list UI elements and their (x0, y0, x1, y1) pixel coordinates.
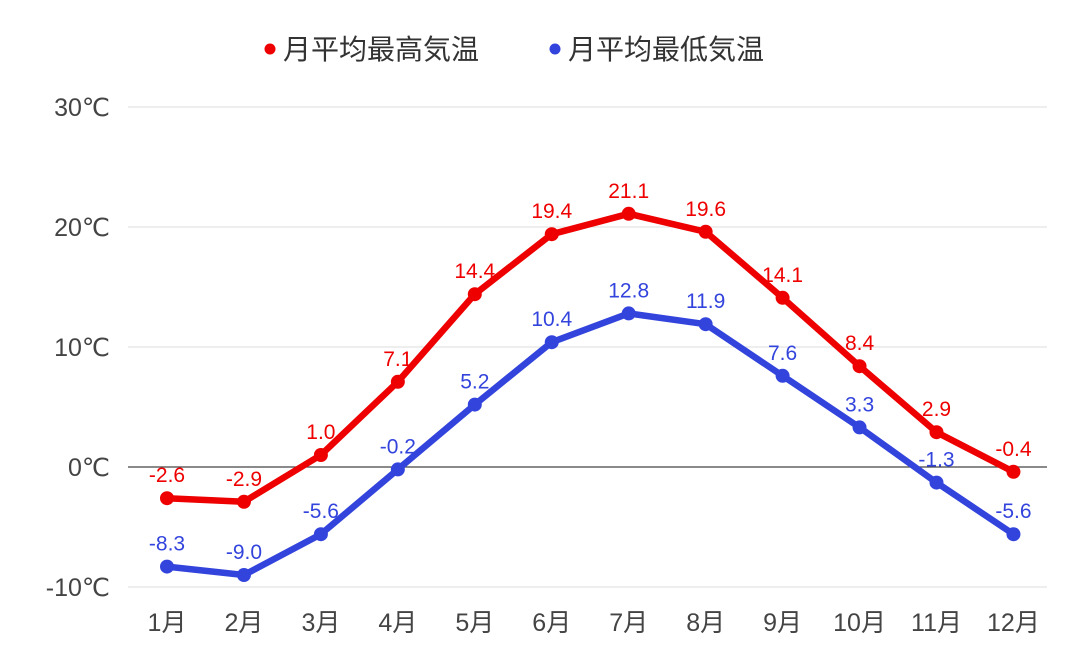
x-tick-label: 1月 (148, 609, 187, 637)
data-point-high (544, 227, 559, 242)
data-point-low (544, 335, 559, 350)
data-label-low: -9.0 (226, 541, 262, 564)
data-point-high (160, 491, 174, 506)
data-point-high (621, 206, 636, 221)
y-axis-ticks: 30℃ 20℃ 10℃ 0℃ -10℃ (46, 94, 110, 602)
x-tick-label: 11月 (911, 609, 962, 637)
x-tick-label: 7月 (609, 609, 648, 637)
data-label-high: 2.9 (922, 398, 951, 421)
y-tick-label: 20℃ (54, 214, 110, 242)
data-point-low (236, 568, 251, 582)
data-point-low (621, 306, 636, 321)
data-label-low: 10.4 (531, 308, 572, 331)
y-tick-label: 10℃ (54, 334, 110, 362)
data-point-low (1006, 527, 1021, 542)
data-label-low: -0.2 (380, 435, 416, 458)
data-label-high: 8.4 (845, 332, 875, 355)
data-point-high (852, 359, 867, 374)
chart-legend: 月平均最高気温 月平均最低気温 (264, 34, 764, 65)
data-point-high (236, 494, 251, 509)
legend-marker-low (549, 43, 561, 55)
data-label-low: -5.6 (303, 500, 339, 523)
series-line-low (163, 310, 1017, 579)
data-label-high: -0.4 (995, 438, 1032, 461)
data-point-low (390, 462, 405, 477)
x-tick-label: 3月 (301, 609, 340, 637)
y-tick-label: 0℃ (68, 454, 110, 482)
x-tick-label: 10月 (833, 609, 886, 637)
data-label-high: 19.6 (685, 198, 726, 221)
series-line-high (163, 210, 1017, 506)
data-point-low (929, 475, 944, 490)
data-label-low: -1.3 (918, 449, 954, 472)
data-label-high: 7.1 (383, 348, 412, 371)
x-tick-label: 4月 (378, 609, 417, 637)
y-tick-label: -10℃ (46, 574, 110, 602)
data-label-low: 3.3 (845, 393, 874, 416)
data-label-low: -8.3 (149, 533, 185, 556)
legend-label-high: 月平均最高気温 (283, 34, 479, 65)
data-point-high (313, 448, 328, 462)
data-point-high (698, 224, 713, 239)
legend-label-low: 月平均最低気温 (568, 34, 764, 65)
data-point-low (852, 420, 867, 435)
data-label-low: 12.8 (608, 279, 649, 302)
data-label-low: 11.9 (686, 290, 725, 313)
data-label-high: -2.6 (149, 464, 185, 487)
data-point-high (390, 374, 405, 389)
x-tick-label: 5月 (455, 609, 494, 637)
x-tick-label: 2月 (224, 609, 263, 637)
data-point-high (467, 287, 482, 302)
data-point-low (160, 559, 174, 574)
data-point-high (1006, 464, 1021, 479)
data-label-high: 14.4 (454, 260, 495, 283)
data-label-high: 21.1 (608, 180, 649, 203)
data-point-low (698, 317, 713, 332)
data-label-high: 19.4 (531, 200, 572, 223)
x-tick-label: 6月 (532, 609, 571, 637)
data-point-high (775, 290, 790, 305)
data-label-high: -2.9 (226, 468, 262, 491)
data-labels: -2.6 -2.9 1.0 7.1 14.4 19.4 21.1 19.6 14.1 8.4 2.9… (149, 180, 1032, 564)
data-label-low: 7.6 (768, 342, 797, 365)
data-point-low (313, 527, 328, 542)
data-label-high: 1.0 (306, 421, 335, 444)
series-group (160, 206, 1021, 582)
y-tick-label: 30℃ (54, 94, 110, 122)
data-point-low (775, 368, 790, 383)
data-label-low: -5.6 (995, 500, 1031, 523)
x-tick-label: 8月 (686, 609, 725, 637)
x-axis-ticks: 1月 2月 3月 4月 5月 6月 7月 8月 9月 10月 11月 12月 (148, 609, 1040, 637)
data-label-high: 14.1 (762, 264, 803, 287)
data-label-low: 5.2 (460, 371, 489, 394)
data-point-low (467, 397, 482, 412)
legend-marker-high (264, 43, 276, 55)
x-tick-label: 12月 (987, 609, 1040, 637)
grid-lines (128, 106, 1047, 588)
data-point-high (929, 425, 944, 440)
x-tick-label: 9月 (763, 609, 802, 637)
